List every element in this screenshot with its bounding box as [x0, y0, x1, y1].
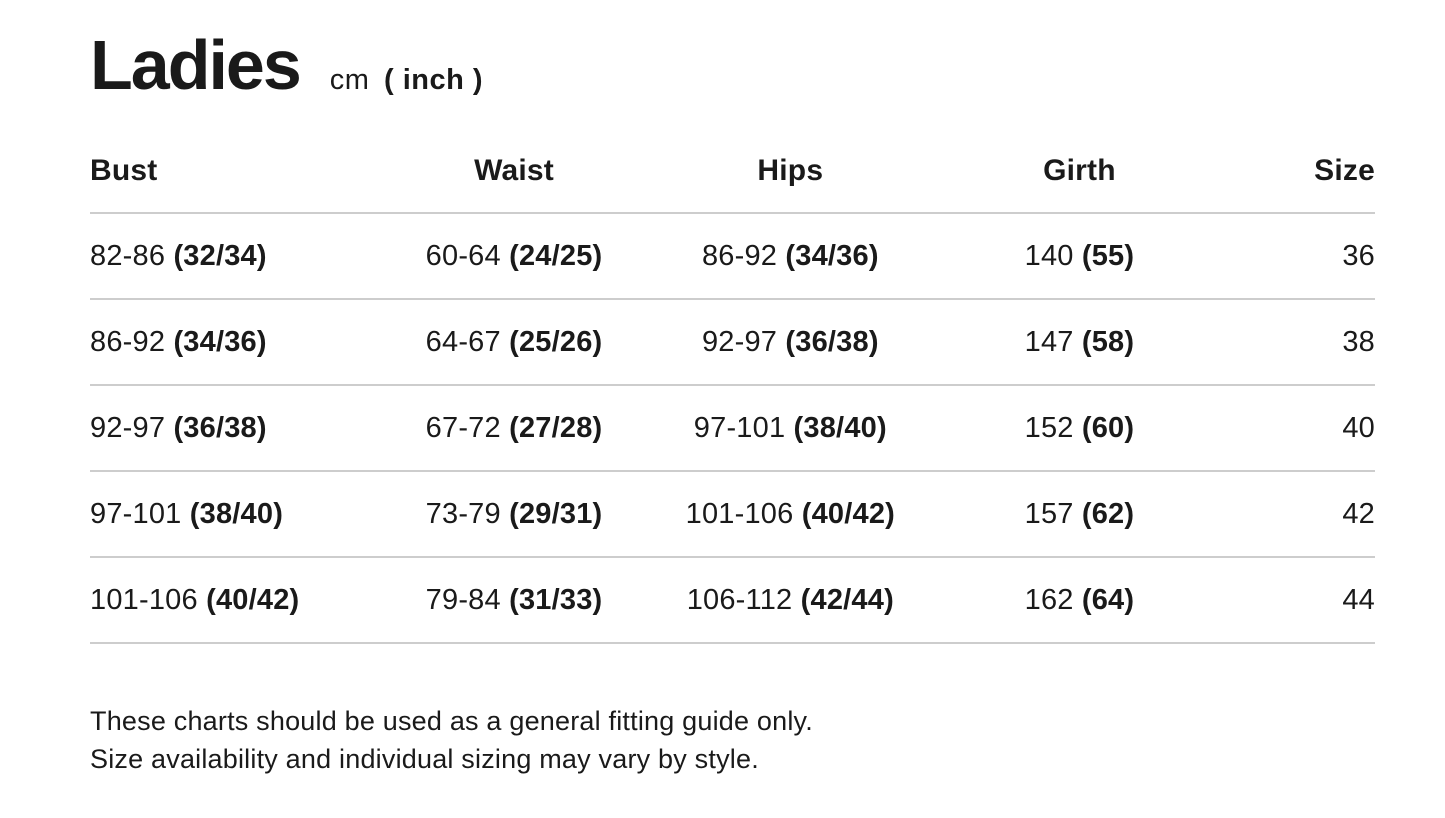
bust-cm-value: 92-97 — [90, 411, 166, 444]
hips-cell: 86-92 (34/36) — [642, 213, 939, 300]
table-row: 101-106 (40/42) 79-84 (31/33) 106-112 (4… — [90, 557, 1375, 644]
bust-cell: 86-92 (34/36) — [90, 299, 386, 386]
hips-cm-value: 106-112 — [686, 583, 793, 616]
bust-cm-value: 86-92 — [90, 325, 166, 358]
table-row: 86-92 (34/36) 64-67 (25/26) 92-97 (36/38… — [90, 299, 1375, 386]
girth-inch-value: (55) — [1081, 239, 1135, 272]
unit-cm-label: cm — [329, 64, 370, 96]
hips-cm-value: 101-106 — [685, 497, 794, 530]
waist-cm-value: 64-67 — [425, 325, 501, 358]
size-table-body: 82-86 (32/34) 60-64 (24/25) 86-92 (34/36… — [90, 213, 1375, 644]
waist-cm-value: 67-72 — [425, 411, 501, 444]
column-header-girth: Girth — [938, 154, 1221, 214]
header-row: Bust Waist Hips Girth Size — [90, 154, 1375, 214]
hips-inch-value: (38/40) — [793, 411, 887, 444]
girth-cell: 162 (64) — [938, 557, 1221, 644]
hips-cm-value: 97-101 — [693, 411, 786, 444]
girth-cm-value: 157 — [1024, 497, 1074, 530]
waist-cm-value: 79-84 — [425, 583, 501, 616]
bust-cell: 101-106 (40/42) — [90, 557, 386, 644]
girth-inch-value: (58) — [1081, 325, 1135, 358]
note-line-2: Size availability and individual sizing … — [90, 744, 759, 774]
girth-cell: 152 (60) — [938, 385, 1221, 472]
note-line-1: These charts should be used as a general… — [90, 706, 813, 736]
girth-inch-value: (62) — [1081, 497, 1135, 530]
size-cell: 42 — [1220, 471, 1375, 558]
girth-cell: 140 (55) — [938, 213, 1221, 300]
waist-cm-value: 73-79 — [425, 497, 501, 530]
hips-inch-value: (36/38) — [785, 325, 879, 358]
waist-cell: 79-84 (31/33) — [385, 557, 643, 644]
bust-inch-value: (34/36) — [173, 325, 267, 358]
bust-cm-value: 101-106 — [90, 583, 198, 616]
hips-inch-value: (42/44) — [800, 583, 894, 616]
column-header-waist: Waist — [385, 154, 643, 214]
bust-inch-value: (38/40) — [189, 497, 284, 530]
bust-cell: 97-101 (38/40) — [90, 471, 386, 558]
bust-inch-value: (36/38) — [173, 411, 267, 444]
hips-cm-value: 92-97 — [701, 325, 778, 358]
bust-cell: 92-97 (36/38) — [90, 385, 386, 472]
waist-inch-value: (25/26) — [509, 325, 603, 358]
fitting-guide-note: These charts should be used as a general… — [90, 702, 1375, 778]
girth-inch-value: (64) — [1081, 583, 1135, 616]
column-header-bust: Bust — [90, 154, 386, 214]
size-table-header: Bust Waist Hips Girth Size — [90, 154, 1375, 214]
girth-cell: 147 (58) — [938, 299, 1221, 386]
waist-cell: 64-67 (25/26) — [385, 299, 643, 386]
waist-inch-value: (24/25) — [509, 239, 603, 272]
bust-cm-value: 82-86 — [90, 239, 166, 272]
girth-inch-value: (60) — [1081, 411, 1135, 444]
size-table: Bust Waist Hips Girth Size 82-86 (32/34)… — [90, 154, 1375, 644]
girth-cm-value: 140 — [1024, 239, 1074, 272]
unit-label: cm ( inch ) — [330, 64, 483, 97]
hips-cell: 97-101 (38/40) — [642, 385, 939, 472]
hips-inch-value: (34/36) — [785, 239, 879, 272]
bust-cm-value: 97-101 — [90, 497, 182, 530]
waist-inch-value: (27/28) — [509, 411, 603, 444]
page-title: Ladies — [90, 26, 302, 104]
hips-inch-value: (40/42) — [801, 497, 896, 530]
girth-cm-value: 147 — [1024, 325, 1074, 358]
hips-cm-value: 86-92 — [701, 239, 778, 272]
waist-inch-value: (31/33) — [509, 583, 603, 616]
chart-header: Ladies cm ( inch ) — [90, 30, 1375, 100]
waist-cell: 67-72 (27/28) — [385, 385, 643, 472]
hips-cell: 101-106 (40/42) — [642, 471, 939, 558]
unit-inch-label: ( inch ) — [384, 64, 484, 96]
bust-inch-value: (32/34) — [173, 239, 267, 272]
column-header-size: Size — [1220, 154, 1375, 214]
size-cell: 40 — [1220, 385, 1375, 472]
waist-cell: 60-64 (24/25) — [385, 213, 643, 300]
waist-cm-value: 60-64 — [425, 239, 501, 272]
size-cell: 44 — [1220, 557, 1375, 644]
size-cell: 36 — [1220, 213, 1375, 300]
waist-cell: 73-79 (29/31) — [385, 471, 643, 558]
table-row: 92-97 (36/38) 67-72 (27/28) 97-101 (38/4… — [90, 385, 1375, 472]
size-cell: 38 — [1220, 299, 1375, 386]
girth-cm-value: 152 — [1024, 411, 1074, 444]
girth-cm-value: 162 — [1024, 583, 1074, 616]
column-header-hips: Hips — [642, 154, 939, 214]
hips-cell: 92-97 (36/38) — [642, 299, 939, 386]
bust-cell: 82-86 (32/34) — [90, 213, 386, 300]
waist-inch-value: (29/31) — [509, 497, 603, 530]
table-row: 97-101 (38/40) 73-79 (29/31) 101-106 (40… — [90, 471, 1375, 558]
girth-cell: 157 (62) — [938, 471, 1221, 558]
hips-cell: 106-112 (42/44) — [642, 557, 939, 644]
table-row: 82-86 (32/34) 60-64 (24/25) 86-92 (34/36… — [90, 213, 1375, 300]
bust-inch-value: (40/42) — [206, 583, 300, 616]
